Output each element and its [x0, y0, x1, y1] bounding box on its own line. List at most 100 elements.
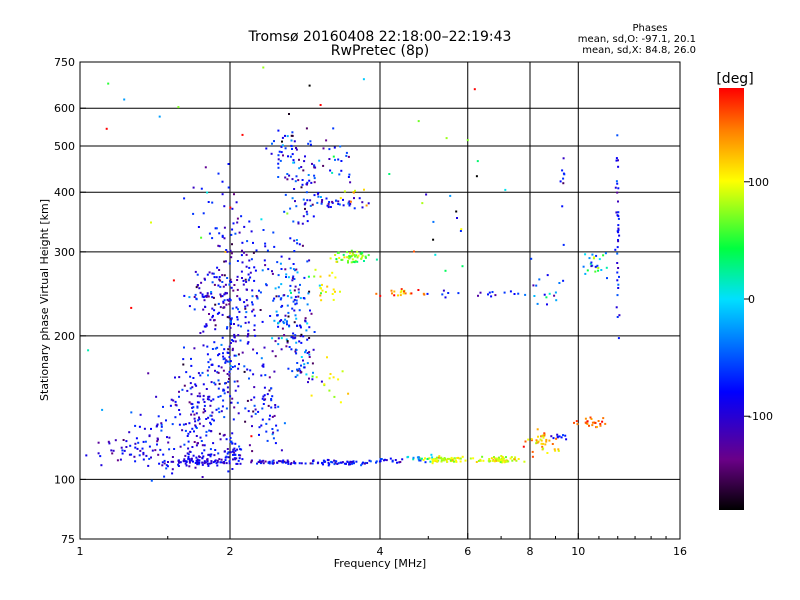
data-point — [616, 246, 619, 249]
data-point — [222, 301, 225, 304]
data-point — [559, 180, 562, 183]
data-point — [165, 464, 168, 467]
data-point — [337, 158, 340, 161]
data-point — [307, 142, 310, 145]
data-point — [194, 462, 197, 464]
data-point — [188, 458, 191, 461]
data-point — [214, 449, 217, 451]
data-point — [202, 330, 205, 333]
data-point — [617, 211, 620, 214]
data-point — [205, 418, 208, 420]
data-point — [452, 460, 455, 463]
data-point — [177, 106, 180, 109]
data-point — [196, 401, 199, 404]
data-point — [317, 192, 320, 195]
data-point — [548, 439, 551, 442]
data-point — [443, 457, 446, 459]
data-point — [253, 386, 256, 389]
data-point — [555, 299, 558, 302]
data-point — [331, 461, 334, 464]
data-point — [213, 381, 216, 384]
data-point — [218, 411, 221, 414]
data-point — [436, 456, 438, 459]
data-point — [195, 297, 198, 300]
data-point — [277, 460, 280, 463]
data-point — [615, 157, 618, 160]
data-point — [276, 261, 279, 264]
data-point — [362, 461, 364, 464]
stats-line-x: mean, sd,X: 84.8, 26.0 — [582, 45, 696, 56]
data-point — [615, 306, 618, 309]
data-point — [204, 306, 207, 308]
data-point — [248, 444, 251, 447]
data-point — [417, 120, 420, 123]
data-point — [237, 334, 240, 337]
data-point — [194, 424, 197, 427]
data-point — [593, 256, 596, 259]
data-point — [294, 180, 297, 183]
data-point — [221, 281, 224, 283]
data-point — [188, 461, 191, 464]
data-point — [272, 231, 275, 234]
data-point — [310, 312, 313, 315]
data-point — [196, 458, 199, 461]
data-point — [235, 306, 238, 309]
data-point — [305, 349, 307, 352]
data-point — [548, 292, 551, 295]
data-point — [331, 293, 334, 295]
data-point — [216, 346, 219, 349]
data-point — [349, 200, 352, 203]
data-point — [231, 397, 234, 400]
data-point — [277, 405, 280, 408]
data-point — [276, 429, 279, 432]
data-point — [332, 127, 335, 130]
data-point — [227, 352, 230, 354]
data-point — [575, 420, 578, 423]
data-point — [617, 217, 620, 220]
data-point — [296, 242, 299, 245]
data-point — [354, 259, 357, 262]
data-point — [228, 303, 231, 306]
data-point — [276, 314, 279, 317]
data-point — [247, 410, 250, 413]
data-point — [158, 115, 161, 118]
data-point — [277, 343, 280, 346]
data-point — [244, 307, 247, 310]
data-point — [187, 447, 190, 450]
data-point — [322, 463, 324, 466]
data-point — [615, 180, 618, 183]
data-point — [451, 458, 454, 461]
data-point — [265, 430, 268, 433]
data-point — [250, 461, 253, 464]
data-point — [530, 439, 533, 442]
data-point — [148, 434, 151, 437]
data-point — [320, 380, 323, 383]
data-point — [562, 434, 564, 437]
data-point — [192, 186, 195, 189]
data-point — [286, 173, 289, 175]
data-point — [288, 257, 291, 260]
data-point — [491, 459, 494, 462]
data-point — [205, 324, 208, 327]
data-point — [459, 230, 462, 232]
data-point — [254, 408, 257, 411]
data-point — [208, 395, 211, 398]
data-point — [245, 311, 248, 314]
data-point — [445, 137, 448, 140]
data-point — [312, 215, 315, 218]
data-point — [211, 316, 214, 319]
data-point — [455, 460, 458, 463]
data-point — [214, 383, 217, 386]
data-point — [201, 293, 204, 296]
data-point — [289, 463, 292, 466]
y-tick-label: 200 — [54, 330, 75, 343]
data-point — [380, 458, 383, 460]
data-point — [312, 371, 314, 374]
stats-line-o: mean, sd,O: -97.1, 20.1 — [578, 34, 696, 45]
data-point — [260, 462, 262, 465]
data-point — [425, 193, 428, 196]
stats-heading: Phases — [632, 23, 667, 34]
data-point — [562, 243, 565, 246]
data-point — [300, 341, 303, 344]
data-point — [618, 275, 620, 278]
